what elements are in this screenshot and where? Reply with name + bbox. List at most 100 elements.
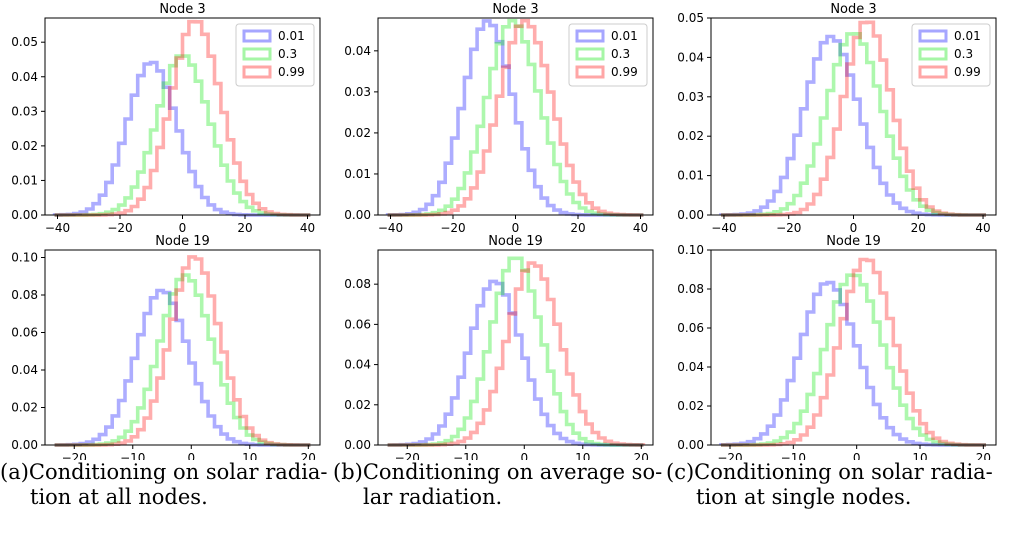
legend-label-0_01: 0.01 [611, 29, 638, 43]
y-tick-label: 0.01 [11, 173, 38, 187]
histogram-figure: −40 −20 0 20 40 0.00 0.01 0.02 0.03 0.04 0.05 Node … [11, 2, 997, 460]
y-tick-label: 0.04 [11, 363, 38, 377]
hist-series-0_99 [387, 261, 646, 447]
y-tick-label: 0.01 [677, 169, 704, 183]
caption-b-line2: lar radiation. [363, 485, 503, 509]
hist-series-0_3 [54, 273, 311, 447]
y-tick-label: 0.05 [677, 11, 704, 25]
x-tick-label: 20 [570, 221, 585, 235]
x-tick-label: −40 [378, 221, 403, 235]
legend-swatch-0_3 [575, 47, 605, 61]
y-tick-label: 0.04 [344, 358, 371, 372]
legend-label-0_99: 0.99 [278, 65, 305, 79]
legend-swatch-0_01 [918, 29, 948, 43]
x-tick-label: 20 [634, 451, 649, 460]
legend-swatch-0_01 [242, 29, 272, 43]
histogram-panel-5: −20 −10 0 10 20 0.00 0.02 0.04 0.06 0.08 0.10 Node … [677, 234, 997, 460]
y-tick-label: 0.04 [677, 360, 704, 374]
y-tick-label: 0.06 [344, 317, 371, 331]
legend-label-0_99: 0.99 [954, 65, 981, 79]
legend-box [568, 23, 648, 87]
y-tick-label: 0.08 [344, 277, 371, 291]
x-tick-label: −20 [62, 451, 87, 460]
y-tick-label: 0.03 [11, 104, 38, 118]
legend-label-0_3: 0.3 [954, 47, 973, 61]
hist-series-0_01 [54, 288, 311, 447]
caption-c-label: (c) [666, 460, 695, 484]
x-tick-label: 40 [300, 221, 315, 235]
x-tick-label: −10 [453, 451, 478, 460]
legend-swatch-0_99 [242, 65, 272, 79]
y-tick-label: 0.04 [344, 44, 371, 58]
y-tick-label: 0.10 [677, 243, 704, 257]
x-tick-label: −20 [440, 221, 465, 235]
y-tick-label: 0.02 [344, 398, 371, 412]
axes-frame [710, 249, 997, 446]
x-tick-label: −20 [395, 451, 420, 460]
y-tick-label: 0.06 [677, 321, 704, 335]
legend-label-0_3: 0.3 [278, 47, 297, 61]
x-tick-label: 40 [633, 221, 648, 235]
panel-title: Node 19 [155, 234, 210, 249]
caption-b: (b)Conditioning on average so- lar radia… [333, 460, 662, 510]
hist-series-0_3 [54, 54, 311, 217]
caption-c-line2: tion at single nodes. [696, 485, 912, 509]
legend: 0.01 0.3 0.99 [568, 23, 648, 87]
hist-series-0_01 [387, 279, 644, 447]
y-tick-label: 0.06 [11, 326, 38, 340]
y-tick-label: 0.05 [11, 35, 38, 49]
legend-swatch-0_3 [918, 47, 948, 61]
x-tick-label: −40 [45, 221, 70, 235]
caption-b-label: (b) [333, 460, 363, 484]
histogram-panel-4: −20 −10 0 10 20 0.00 0.02 0.04 0.06 0.08 Node 19 [344, 234, 654, 460]
x-tick-label: 20 [237, 221, 252, 235]
x-tick-label: 0 [187, 451, 195, 460]
y-tick-label: 0.00 [11, 438, 38, 452]
x-tick-label: 0 [512, 221, 520, 235]
y-tick-label: 0.00 [344, 438, 371, 452]
caption-c-line1: Conditioning on solar radia- [694, 460, 993, 484]
legend: 0.01 0.3 0.99 [235, 23, 315, 87]
x-tick-label: 20 [301, 451, 316, 460]
x-tick-label: −40 [711, 221, 736, 235]
axes-frame [377, 249, 654, 446]
y-tick-label: 0.01 [344, 167, 371, 181]
legend-swatch-0_3 [242, 47, 272, 61]
histogram-panel-3: −20 −10 0 10 20 0.00 0.02 0.04 0.06 0.08 0.10 Node … [11, 234, 321, 460]
x-tick-label: −20 [776, 221, 801, 235]
panel-title: Node 19 [826, 234, 881, 249]
y-tick-label: 0.08 [677, 282, 704, 296]
legend-swatch-0_99 [575, 65, 605, 79]
x-tick-label: 40 [975, 221, 990, 235]
hist-series-0_3 [721, 31, 986, 217]
x-tick-label: 0 [853, 451, 861, 460]
x-tick-label: 20 [976, 451, 991, 460]
legend-swatch-0_99 [918, 65, 948, 79]
panel-title: Node 3 [830, 2, 876, 17]
y-tick-label: 0.00 [11, 208, 38, 222]
caption-b-line1: Conditioning on average so- [362, 460, 663, 484]
y-tick-label: 0.02 [677, 129, 704, 143]
caption-c: (c)Conditioning on solar radia- tion at … [666, 460, 993, 510]
caption-a-label: (a) [0, 460, 29, 484]
y-tick-label: 0.03 [344, 85, 371, 99]
axes-frame [44, 249, 321, 446]
y-tick-label: 0.02 [11, 139, 38, 153]
x-tick-label: −10 [781, 451, 806, 460]
legend-label-0_01: 0.01 [954, 29, 981, 43]
y-tick-label: 0.10 [11, 251, 38, 265]
x-tick-label: −20 [107, 221, 132, 235]
legend-box [911, 23, 991, 87]
hist-series-0_01 [719, 34, 986, 217]
hist-series-0_01 [719, 280, 986, 447]
caption-a-line1: Conditioning on solar radia- [28, 460, 328, 484]
hist-series-0_3 [721, 273, 986, 447]
caption-a-line2: tion at all nodes. [30, 485, 208, 509]
y-tick-label: 0.02 [11, 401, 38, 415]
y-tick-label: 0.00 [344, 208, 371, 222]
hist-series-0_99 [721, 257, 986, 447]
y-tick-label: 0.00 [677, 208, 704, 222]
legend-swatch-0_01 [575, 29, 605, 43]
x-tick-label: −20 [717, 451, 742, 460]
histogram-panel-1: −40 −20 0 20 40 0.00 0.01 0.02 0.03 0.04 Node 3 0.0… [344, 2, 654, 235]
